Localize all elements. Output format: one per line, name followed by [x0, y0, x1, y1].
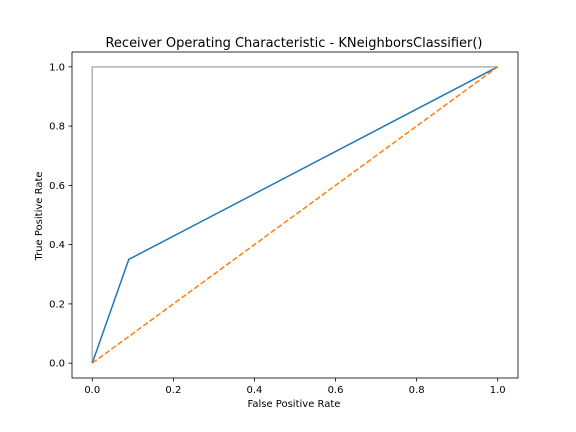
- x-axis-label: False Positive Rate: [248, 399, 341, 410]
- x-tick-label: 0.4: [247, 385, 263, 396]
- y-tick-label: 0.6: [49, 181, 65, 192]
- ticks-layer: 0.0 0.2 0.4 0.6 0.8 1.0 0.0 0.2 0.4 0.6 0.8 1.0: [49, 62, 506, 396]
- y-tick-label: 1.0: [49, 62, 65, 73]
- x-tick-label: 0.6: [328, 385, 344, 396]
- chart-title: Receiver Operating Characteristic - KNei…: [105, 36, 482, 51]
- series-layer: [92, 67, 497, 363]
- y-tick-label: 0.4: [49, 240, 65, 251]
- x-tick-label: 0.2: [165, 385, 181, 396]
- series-line-2: [92, 67, 497, 363]
- x-tick-label: 0.8: [409, 385, 425, 396]
- y-tick-label: 0.2: [49, 299, 65, 310]
- y-tick-label: 0.0: [49, 359, 65, 370]
- y-tick-label: 0.8: [49, 122, 65, 133]
- y-axis-label: True Positive Rate: [34, 171, 45, 261]
- x-tick-label: 0.0: [84, 385, 100, 396]
- x-tick-label: 1.0: [490, 385, 506, 396]
